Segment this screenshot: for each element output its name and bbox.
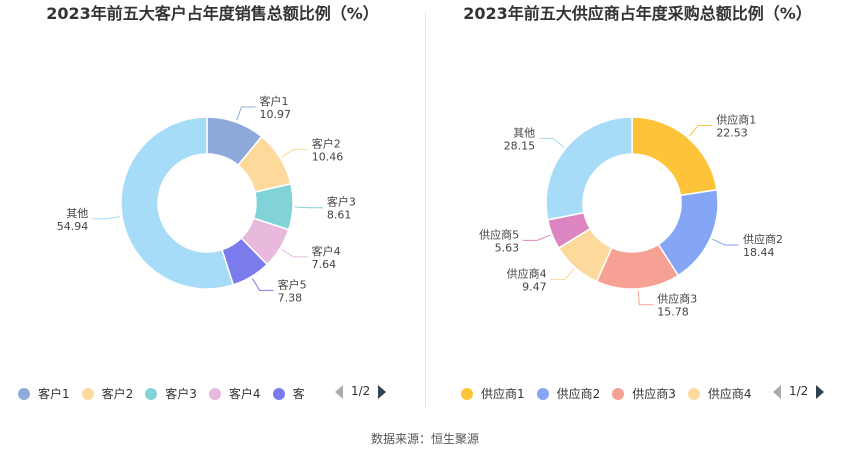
slice-category-label: 其他	[513, 126, 535, 139]
slice-category-label: 供应商4	[507, 267, 547, 281]
legend-label: 客户4	[228, 387, 261, 401]
legend-item[interactable]: 客	[272, 385, 305, 402]
slice-category-label: 客户5	[278, 277, 307, 291]
legend-label: 客户1	[38, 387, 70, 401]
slice-category-label: 供应商5	[479, 227, 519, 241]
legend-swatch-icon	[18, 388, 30, 400]
legend-label: 客	[292, 387, 305, 401]
data-source-note: 数据来源：恒生聚源	[370, 432, 479, 446]
legend-swatch-icon	[81, 388, 94, 400]
label-leader-line	[281, 148, 308, 158]
legend-swatch-icon	[208, 388, 221, 400]
chart-title: 2023年前五大供应商占年度采购总额比例（%）	[463, 4, 812, 23]
supplier-chart-panel: 2023年前五大供应商占年度采购总额比例（%） 供应商1 22.53 供应商2 18.…	[425, 0, 850, 410]
slice-value-label: 10.97	[259, 108, 291, 121]
panel-divider	[425, 12, 426, 408]
slice-value-label: 7.38	[278, 291, 303, 304]
label-leader-line	[236, 106, 256, 121]
legend-item[interactable]: 供应商2	[536, 385, 601, 402]
chart-legend: 客户1 客户2 客户3 客户4 客	[18, 382, 415, 404]
legend-swatch-icon	[145, 388, 158, 400]
slice-category-label: 供应商3	[657, 292, 697, 306]
legend-swatch-icon	[612, 388, 625, 400]
legend-item[interactable]: 客户2	[81, 385, 134, 402]
legend-label: 供应商4	[707, 387, 752, 401]
label-leader-line	[92, 216, 121, 220]
slice-value-label: 8.61	[327, 209, 352, 222]
slice-category-label: 其他	[66, 207, 88, 220]
label-leader-line	[281, 249, 308, 258]
slice-category-label: 供应商1	[716, 113, 756, 127]
label-leader-line	[523, 234, 551, 241]
legend-next-icon[interactable]	[816, 384, 825, 399]
slice-value-label: 54.94	[57, 220, 89, 233]
pie-slice[interactable]	[545, 116, 633, 221]
pie-slice[interactable]	[120, 116, 235, 290]
slice-category-label: 客户4	[312, 244, 341, 258]
legend-pager: 1/2	[335, 384, 387, 399]
slice-value-label: 28.15	[504, 139, 536, 152]
legend-next-icon[interactable]	[378, 384, 387, 399]
legend-prev-icon[interactable]	[335, 384, 343, 399]
slice-value-label: 7.64	[312, 258, 337, 271]
slice-category-label: 客户2	[312, 136, 341, 150]
label-leader-line	[251, 278, 274, 291]
legend-label: 客户2	[101, 387, 134, 401]
legend-pager: 1/2	[773, 384, 825, 399]
legend-swatch-icon	[687, 388, 700, 400]
customer-chart-panel: 2023年前五大客户占年度销售总额比例（%） 客户1 10.97 客户2 10.46 客…	[0, 0, 425, 410]
legend-item[interactable]: 供应商4	[687, 385, 752, 402]
slice-category-label: 客户3	[327, 195, 356, 209]
label-leader-line	[550, 268, 575, 281]
legend-swatch-icon	[272, 388, 285, 400]
legend-item[interactable]: 供应商3	[612, 385, 676, 402]
legend-page: 1/2	[789, 384, 809, 398]
slice-category-label: 供应商2	[743, 232, 783, 246]
legend-label: 供应商2	[556, 387, 601, 401]
pie-slice[interactable]	[631, 116, 718, 197]
legend-item[interactable]: 客户3	[145, 385, 197, 402]
legend-swatch-icon	[536, 388, 549, 400]
slice-value-label: 10.46	[312, 150, 344, 163]
chart-title: 2023年前五大客户占年度销售总额比例（%）	[46, 4, 379, 23]
legend-prev-icon[interactable]	[773, 384, 781, 399]
legend-label: 供应商1	[481, 387, 525, 401]
slice-value-label: 5.63	[495, 241, 520, 254]
legend-item[interactable]: 客户4	[208, 385, 261, 402]
legend-item[interactable]: 供应商1	[461, 385, 525, 402]
label-leader-line	[688, 125, 713, 137]
slice-value-label: 9.47	[522, 281, 547, 294]
legend-item[interactable]: 客户1	[18, 385, 70, 402]
legend-swatch-icon	[461, 388, 473, 400]
label-leader-line	[294, 206, 323, 209]
label-leader-line	[711, 238, 739, 246]
legend-label: 客户3	[165, 387, 197, 401]
chart-legend: 供应商1 供应商2 供应商3 供应商4	[461, 382, 840, 404]
slice-value-label: 15.78	[657, 306, 689, 319]
label-leader-line	[539, 137, 565, 148]
label-leader-line	[637, 290, 654, 306]
legend-page: 1/2	[351, 384, 371, 398]
legend-label: 供应商3	[632, 387, 676, 401]
slice-value-label: 22.53	[716, 127, 748, 140]
slice-category-label: 客户1	[259, 94, 288, 108]
slice-value-label: 18.44	[743, 246, 775, 259]
